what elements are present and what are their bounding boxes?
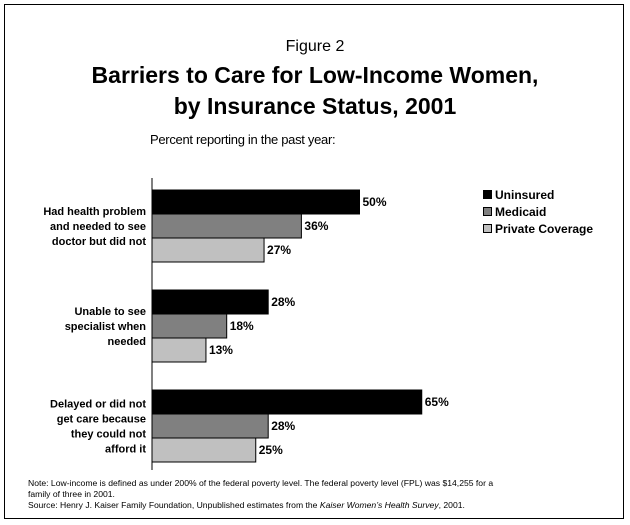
category-label: Unable to see (74, 306, 146, 318)
category-label: needed (107, 336, 146, 348)
source-suffix: , 2001. (438, 500, 465, 510)
legend-item: Medicaid (483, 203, 593, 220)
legend-label: Uninsured (495, 187, 555, 202)
category-label: and needed to see (50, 221, 146, 233)
note-line-1: Note: Low-income is defined as under 200… (28, 478, 494, 488)
bar-medicaid (151, 313, 228, 339)
source-title: Kaiser Women’s Health Survey (319, 500, 439, 510)
category-label: doctor but did not (52, 236, 146, 248)
bar-private-coverage (151, 237, 265, 263)
bar-medicaid (151, 213, 302, 239)
data-label: 27% (267, 243, 291, 257)
chart-subtitle: Percent reporting in the past year: (150, 132, 336, 147)
data-label: 65% (425, 395, 449, 409)
note-line-2: family of three in 2001. (28, 489, 115, 499)
source-prefix: Source: Henry J. Kaiser Family Foundatio… (28, 500, 320, 510)
chart-title: Barriers to Care for Low-Income Women, b… (0, 60, 630, 122)
legend-swatch (483, 207, 492, 216)
category-label: get care because (57, 414, 146, 426)
source-line: Source: Henry J. Kaiser Family Foundatio… (28, 500, 618, 511)
figure-label: Figure 2 (285, 38, 345, 55)
bar-uninsured (151, 289, 269, 315)
chart-note: Note: Low-income is defined as under 200… (28, 478, 618, 511)
chart-legend: Uninsured Medicaid Private Coverage (483, 186, 593, 237)
data-label: 36% (304, 219, 328, 233)
data-label: 28% (271, 295, 295, 309)
category-label: specialist when (65, 321, 147, 333)
bar-private-coverage (151, 337, 207, 363)
legend-item: Uninsured (483, 186, 593, 203)
data-label: 13% (209, 343, 233, 357)
legend-swatch (483, 224, 492, 233)
title-line-1: Barriers to Care for Low-Income Women, (91, 62, 539, 88)
data-label: 28% (271, 419, 295, 433)
bar-uninsured (151, 189, 360, 215)
category-label: they could not (71, 429, 147, 441)
bar-medicaid (151, 413, 269, 439)
category-label: Had health problem (43, 206, 146, 218)
data-label: 18% (230, 319, 254, 333)
bar-private-coverage (151, 437, 257, 463)
title-line-2: by Insurance Status, 2001 (173, 93, 457, 119)
category-label: afford it (105, 444, 146, 456)
legend-label: Medicaid (495, 204, 547, 219)
figure-frame (4, 4, 624, 519)
legend-swatch (483, 190, 492, 199)
legend-item: Private Coverage (483, 220, 593, 237)
bar-uninsured (151, 389, 423, 415)
data-label: 25% (259, 443, 283, 457)
legend-label: Private Coverage (495, 221, 594, 236)
data-label: 50% (363, 195, 387, 209)
category-label: Delayed or did not (50, 399, 146, 411)
